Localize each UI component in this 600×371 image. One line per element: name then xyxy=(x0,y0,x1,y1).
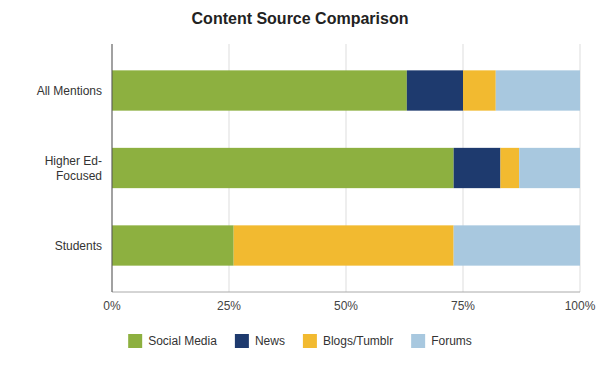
bar-segment xyxy=(112,225,234,265)
label-line: Focused xyxy=(56,169,102,183)
legend-swatch xyxy=(235,334,249,348)
bar-segment xyxy=(454,225,580,265)
legend-label: Social Media xyxy=(148,334,217,348)
bar-segment xyxy=(234,225,454,265)
x-axis-line xyxy=(112,292,580,293)
legend-label: News xyxy=(255,334,285,348)
legend-label: Forums xyxy=(431,334,472,348)
y-tick-label: All Mentions xyxy=(37,84,102,98)
label-line: All Mentions xyxy=(37,84,102,98)
bar-segment xyxy=(463,70,496,110)
legend-item: Blogs/Tumblr xyxy=(303,334,393,348)
title: Content Source Comparison xyxy=(192,10,409,27)
chart: Content Source Comparison 0% 25% 50% 75% 100%… xyxy=(0,0,600,371)
bar-segment xyxy=(496,70,580,110)
y-tick-label: Higher Ed-Focused xyxy=(45,154,102,183)
bar-segment xyxy=(519,148,580,188)
label-line: Students xyxy=(55,239,102,253)
bar-segment xyxy=(112,148,454,188)
y-axis-line xyxy=(112,44,113,292)
x-tick-label: 25% xyxy=(217,299,241,313)
legend-item: News xyxy=(235,334,285,348)
legend-item: Forums xyxy=(411,334,472,348)
legend-label: Blogs/Tumblr xyxy=(323,334,393,348)
y-tick-label: Students xyxy=(55,239,102,253)
bar-segment xyxy=(454,148,501,188)
legend-swatch xyxy=(411,334,425,348)
bars xyxy=(112,70,580,265)
x-tick-label: 50% xyxy=(334,299,358,313)
legend-swatch xyxy=(128,334,142,348)
legend-item: Social Media xyxy=(128,334,217,348)
bar-segment xyxy=(407,70,463,110)
x-tick-label: 100% xyxy=(565,299,596,313)
x-tick-label: 75% xyxy=(451,299,475,313)
bar-segment xyxy=(112,70,407,110)
legend-swatch xyxy=(303,334,317,348)
grid xyxy=(112,44,580,292)
legend: Social Media News Blogs/Tumblr Forums xyxy=(128,334,472,348)
x-tick-label: 0% xyxy=(103,299,121,313)
label-line: Higher Ed- xyxy=(45,154,102,168)
bar-segment xyxy=(500,148,519,188)
grid-line xyxy=(112,44,113,292)
